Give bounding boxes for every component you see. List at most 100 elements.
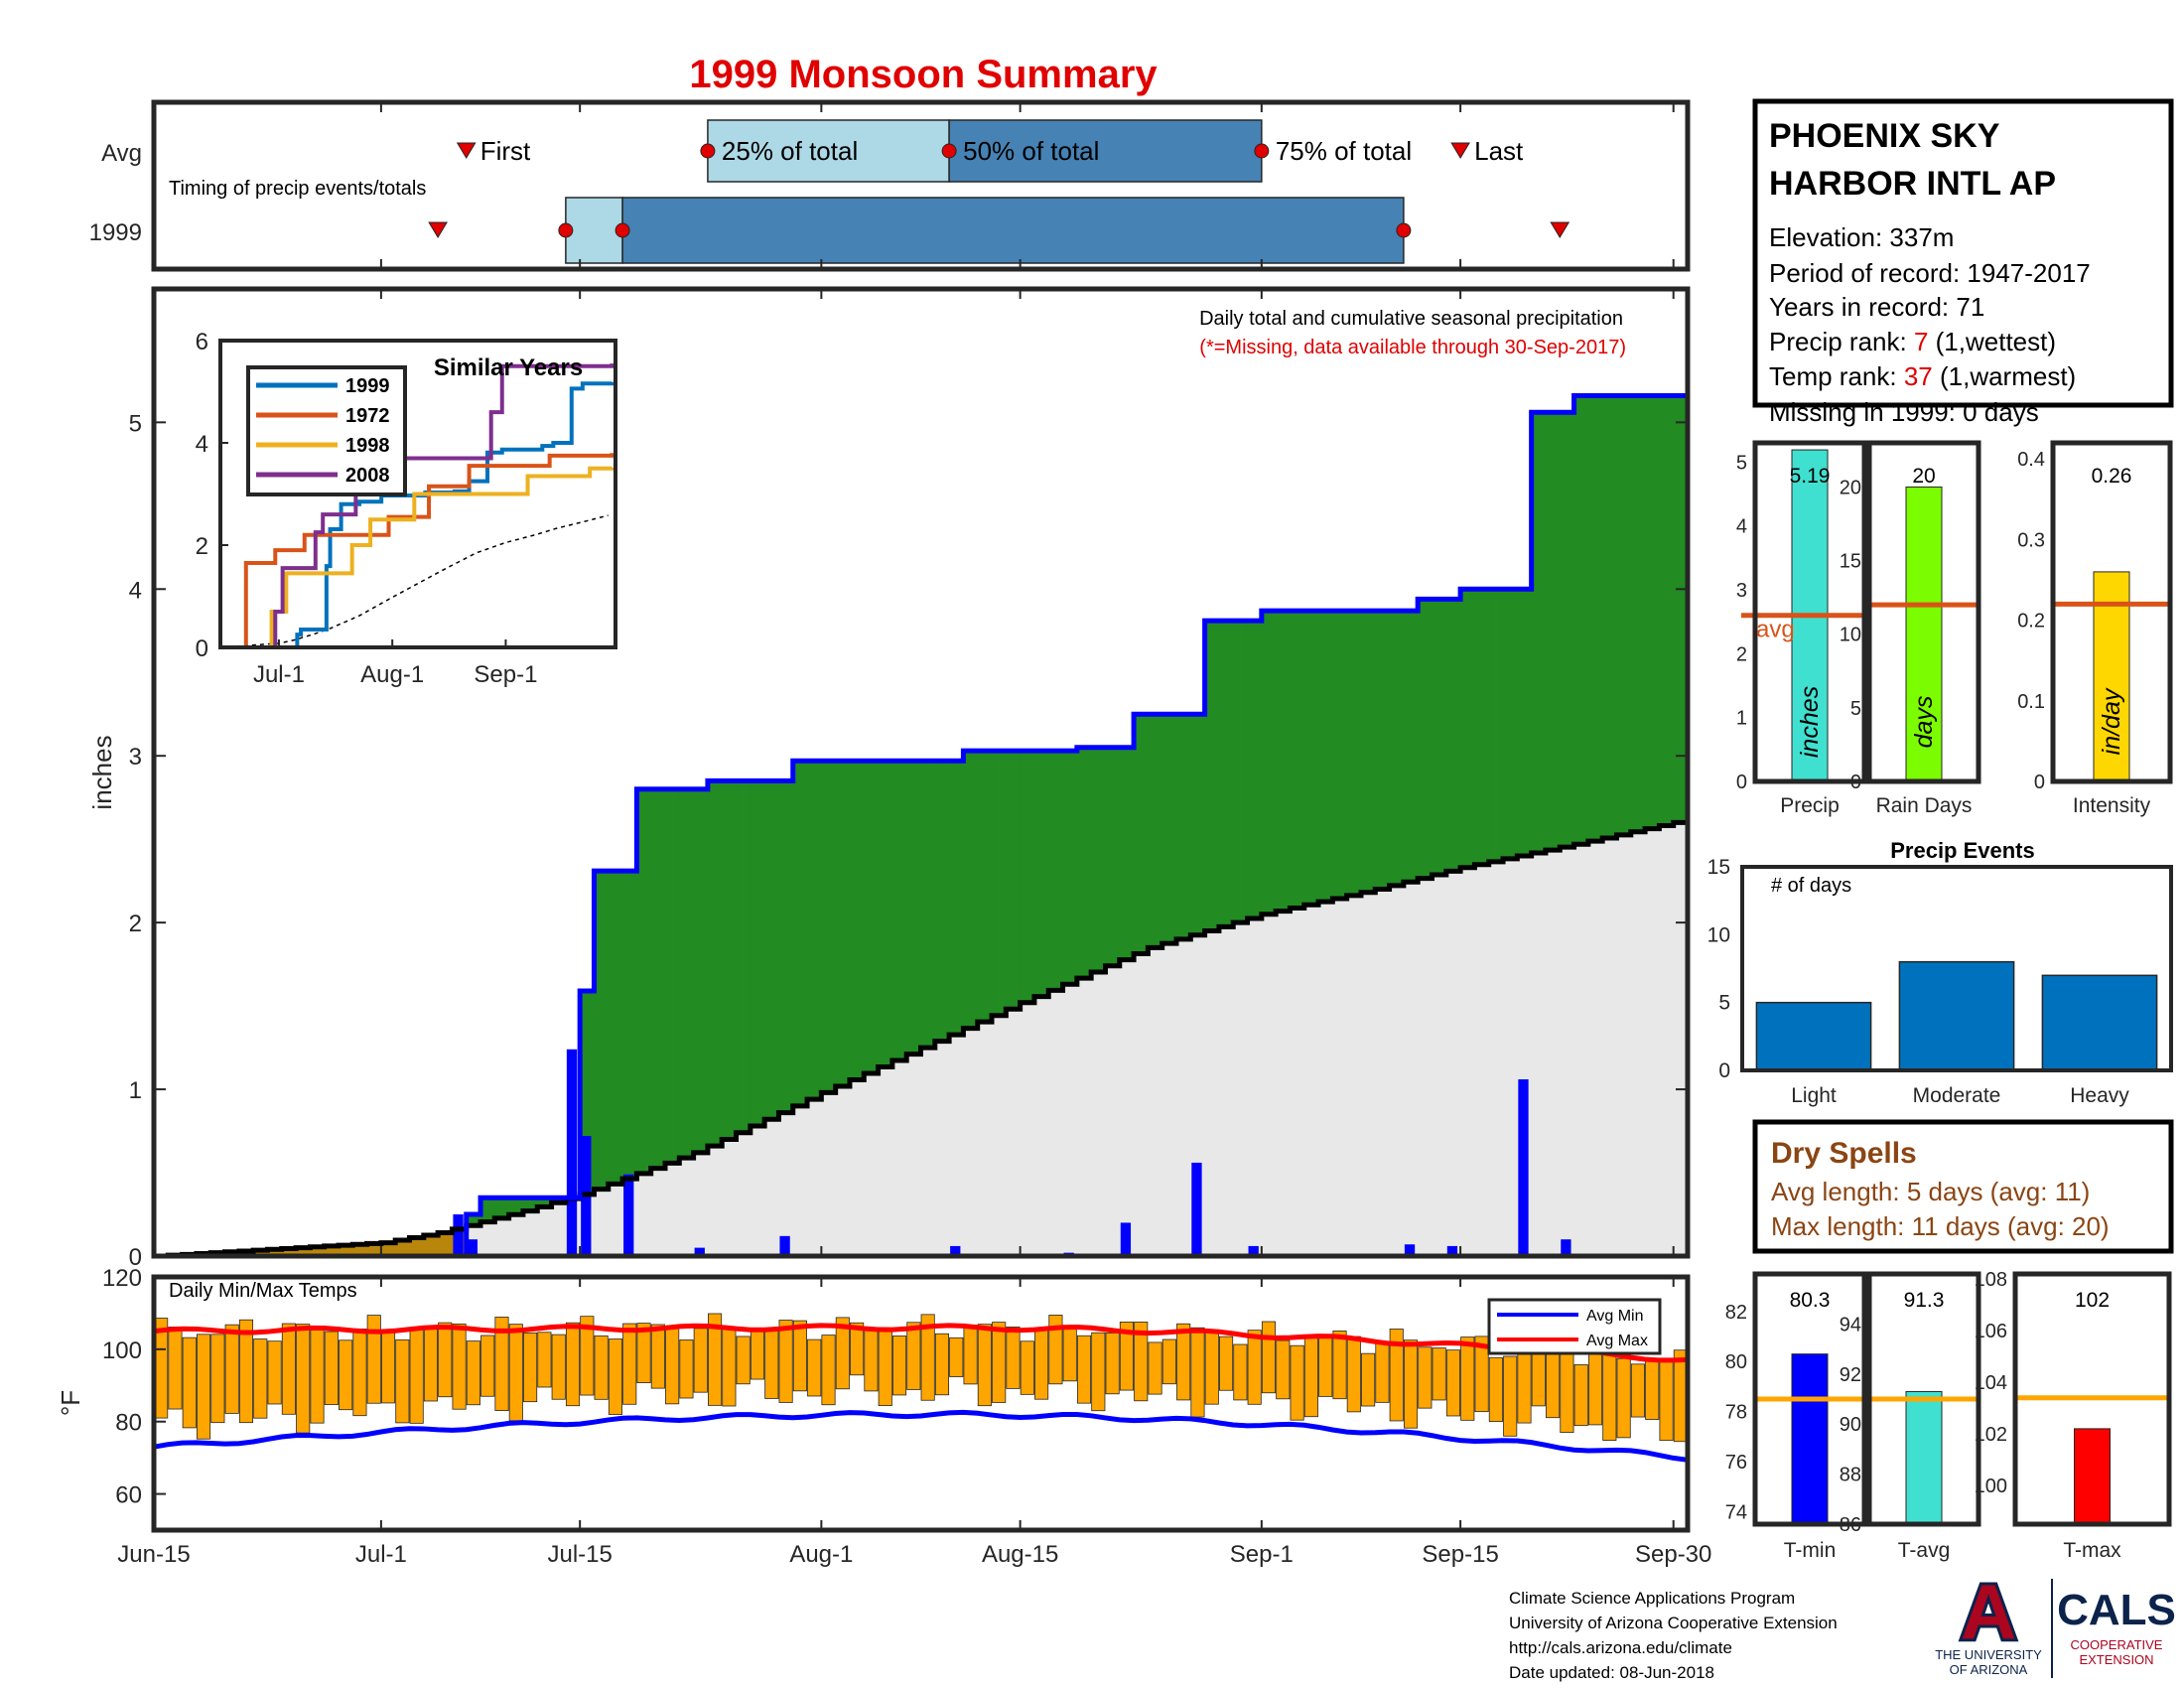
daily-temp-bar: [1460, 1336, 1475, 1421]
tempbar-2-frame: [2012, 1271, 2172, 1527]
daily-temp-bar: [864, 1329, 879, 1392]
timing-1999-event-marker: [428, 221, 448, 238]
dry-spells-title: Dry Spells: [1771, 1137, 1917, 1170]
daily-temp-bar: [636, 1323, 651, 1383]
daily-temp-bar: [1119, 1322, 1134, 1391]
above-average-fill: [1432, 599, 1447, 875]
daily-temp-bar: [523, 1332, 538, 1403]
daily-temp-bar: [722, 1328, 737, 1407]
x-tick-label: Sep-15: [1422, 1541, 1498, 1568]
daily-temp-bar: [792, 1320, 807, 1392]
daily-temp-bar: [1233, 1343, 1248, 1401]
timing-1999-percentile-marker: [1396, 222, 1412, 238]
daily-temp-bar: [807, 1338, 822, 1397]
timing-avg-percentile-marker: [700, 143, 716, 159]
precip-y-tick-label: 2: [129, 911, 142, 937]
tempbar-1-frame: [1866, 1271, 1981, 1527]
above-average-fill: [1318, 611, 1333, 903]
below-average-fill: [338, 1245, 353, 1256]
summary-1-y-tick-label: 15: [1840, 551, 1861, 573]
daily-temp-bar: [1332, 1330, 1347, 1400]
event-y-tick-label: 0: [1718, 1059, 1730, 1082]
daily-temp-bar: [1176, 1323, 1191, 1401]
summary-1-value-label: 20: [1912, 465, 1935, 488]
daily-temp-bar: [1204, 1331, 1219, 1405]
above-average-fill: [1161, 714, 1177, 944]
daily-temp-bar: [168, 1327, 183, 1410]
inset-legend-label: 1999: [345, 375, 390, 397]
tempbar-0-y-tick-label: 80: [1725, 1351, 1747, 1373]
tempbar-1-value-label: 91.3: [1904, 1289, 1945, 1312]
above-average-fill: [608, 871, 623, 1185]
figure-title: 1999 Monsoon Summary: [689, 53, 1158, 96]
above-average-fill: [636, 788, 652, 1174]
inset-y-tick-label: 0: [196, 635, 208, 662]
events-ylabel: # of days: [1771, 875, 1851, 897]
daily-temp-bar: [891, 1336, 907, 1396]
tempbar-2-y-tick-label: 102: [1975, 1424, 2007, 1446]
daily-temp-bar: [1091, 1332, 1106, 1412]
above-average-fill: [650, 788, 666, 1169]
above-average-fill: [1460, 589, 1475, 868]
avg-max-line: [153, 1323, 1689, 1363]
summary-0-y-tick-label: 2: [1736, 643, 1747, 665]
above-average-fill: [1006, 751, 1022, 1010]
tempbar-2-bar: [2074, 1428, 2111, 1525]
daily-temp-bar: [920, 1314, 935, 1401]
daily-temp-bar: [1445, 1349, 1461, 1417]
daily-temp-bar: [1303, 1336, 1318, 1418]
tempbar-1-y-tick-label: 90: [1840, 1414, 1861, 1436]
timing-row-label-year: 1999: [89, 219, 142, 246]
above-average-fill: [494, 1197, 510, 1218]
daily-temp-bar: [835, 1317, 850, 1390]
precip-y-tick-label: 4: [129, 577, 142, 604]
above-average-fill: [891, 761, 907, 1061]
daily-temp-bar: [1630, 1363, 1645, 1418]
station-precip-rank: Precip rank: 7 (1,wettest): [1769, 327, 2056, 356]
daily-precip-bar: [1518, 1078, 1529, 1256]
above-average-fill: [1545, 412, 1561, 851]
above-average-fill: [1276, 611, 1291, 912]
above-average-fill: [466, 1214, 481, 1226]
daily-precip-bar: [623, 1174, 634, 1256]
tempbar-1-y-tick-label: 86: [1840, 1514, 1861, 1536]
dry-spells-avg: Avg length: 5 days (avg: 11): [1771, 1177, 2090, 1206]
below-average-fill: [352, 1244, 368, 1256]
summary-0-avg-label: avg: [1756, 617, 1795, 643]
above-average-fill: [1375, 611, 1391, 890]
temp-y-tick-label: 80: [115, 1410, 142, 1437]
station-info-frame: [1752, 98, 2174, 408]
daily-temp-bar: [281, 1323, 296, 1415]
below-average-fill: [296, 1247, 311, 1256]
above-average-fill: [1247, 621, 1263, 918]
daily-temp-bar: [1659, 1357, 1674, 1442]
daily-temp-bar: [949, 1336, 964, 1377]
above-average-fill: [1474, 589, 1490, 865]
daily-temp-bar: [238, 1319, 254, 1424]
summary-0-value-label: 5.19: [1790, 465, 1831, 488]
summary-2-bar: [2093, 571, 2130, 782]
above-average-fill: [1148, 714, 1163, 948]
cals-logo-line1: COOPERATIVE: [2071, 1637, 2163, 1652]
above-average-fill: [1033, 751, 1049, 997]
event-bar: [1755, 1001, 1872, 1071]
above-average-fill: [1332, 611, 1348, 899]
tempbar-1-y-tick-label: 94: [1840, 1314, 1861, 1336]
daily-temp-bar: [1076, 1335, 1092, 1404]
inset-series-line: [220, 363, 614, 649]
summary-0-y-tick-label: 1: [1736, 708, 1747, 730]
above-average-fill: [849, 761, 865, 1080]
below-average-fill: [310, 1246, 326, 1256]
daily-temp-bar: [1190, 1327, 1205, 1418]
summary-1-category-label: Rain Days: [1876, 794, 1973, 817]
inset-x-tick-label: Sep-1: [474, 661, 537, 688]
inset-layer: 0 2 4 6 Jul-1 Aug-1 Sep-1: [196, 329, 614, 688]
below-average-fill: [281, 1248, 297, 1256]
footer-line4: Date updated: 08-Jun-2018: [1509, 1663, 1714, 1682]
above-average-fill: [1645, 395, 1660, 829]
timing-1999-mid-span: [621, 197, 1405, 264]
above-average-fill: [1303, 611, 1319, 906]
inset-average-line: [219, 514, 609, 648]
daily-temp-bar: [1488, 1356, 1503, 1423]
precip-note-line2: (*=Missing, data available through 30-Se…: [1199, 337, 1626, 358]
